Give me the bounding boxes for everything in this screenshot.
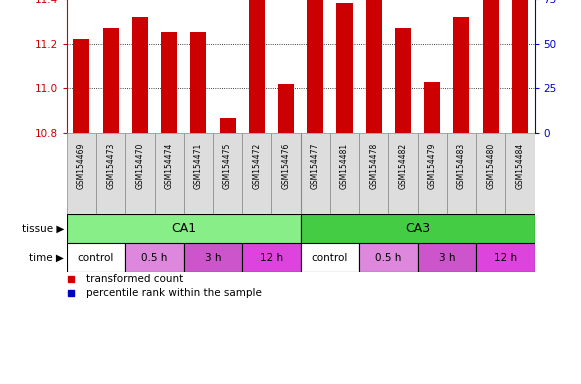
Bar — [301, 133, 330, 214]
Bar — [191, 32, 206, 133]
Bar — [359, 133, 388, 214]
Bar — [125, 133, 155, 214]
Bar — [505, 133, 535, 214]
Bar — [453, 17, 469, 133]
Text: GSM154478: GSM154478 — [370, 143, 378, 189]
Bar — [418, 243, 476, 272]
Bar — [73, 39, 89, 133]
Bar — [242, 243, 301, 272]
Text: 12 h: 12 h — [260, 253, 283, 263]
Text: 3 h: 3 h — [439, 253, 455, 263]
Text: GSM154474: GSM154474 — [164, 143, 174, 189]
Text: control: control — [78, 253, 114, 263]
Bar — [418, 133, 447, 214]
Text: transformed count: transformed count — [85, 274, 183, 284]
Text: GSM154479: GSM154479 — [428, 143, 437, 189]
Text: control: control — [312, 253, 348, 263]
Bar — [242, 133, 271, 214]
Text: GSM154482: GSM154482 — [399, 143, 407, 189]
Text: CA3: CA3 — [405, 222, 430, 235]
Text: GSM154477: GSM154477 — [311, 143, 320, 189]
Bar — [483, 0, 498, 133]
Bar — [307, 0, 323, 133]
Text: GSM154470: GSM154470 — [135, 143, 145, 189]
Text: 12 h: 12 h — [494, 253, 517, 263]
Text: GSM154469: GSM154469 — [77, 143, 86, 189]
Text: GSM154481: GSM154481 — [340, 143, 349, 189]
Bar — [96, 133, 125, 214]
Bar — [213, 133, 242, 214]
Text: GSM154480: GSM154480 — [486, 143, 495, 189]
Bar — [512, 0, 528, 133]
Bar — [161, 32, 177, 133]
Bar — [249, 0, 265, 133]
Bar — [155, 133, 184, 214]
Bar — [67, 133, 96, 214]
Bar — [476, 133, 505, 214]
Bar — [125, 243, 184, 272]
Text: percentile rank within the sample: percentile rank within the sample — [85, 288, 261, 298]
Text: tissue ▶: tissue ▶ — [21, 223, 64, 234]
Bar — [330, 133, 359, 214]
Bar — [301, 243, 359, 272]
Text: GSM154472: GSM154472 — [252, 143, 261, 189]
Text: 0.5 h: 0.5 h — [141, 253, 168, 263]
Bar — [67, 214, 301, 243]
Bar — [365, 0, 382, 133]
Bar — [336, 3, 353, 133]
Bar — [359, 243, 418, 272]
Text: GSM154475: GSM154475 — [223, 143, 232, 189]
Bar — [278, 84, 294, 133]
Bar — [388, 133, 418, 214]
Bar — [132, 17, 148, 133]
Text: CA1: CA1 — [171, 222, 196, 235]
Text: GSM154476: GSM154476 — [282, 143, 290, 189]
Bar — [103, 28, 119, 133]
Text: GSM154473: GSM154473 — [106, 143, 115, 189]
Bar — [476, 243, 535, 272]
Bar — [67, 243, 125, 272]
Text: 0.5 h: 0.5 h — [375, 253, 401, 263]
Text: GSM154471: GSM154471 — [194, 143, 203, 189]
Bar — [301, 214, 535, 243]
Text: time ▶: time ▶ — [29, 253, 64, 263]
Text: GSM154484: GSM154484 — [515, 143, 525, 189]
Bar — [184, 243, 242, 272]
Bar — [395, 28, 411, 133]
Bar — [271, 133, 301, 214]
Text: 3 h: 3 h — [205, 253, 221, 263]
Bar — [447, 133, 476, 214]
Text: GSM154483: GSM154483 — [457, 143, 466, 189]
Bar — [184, 133, 213, 214]
Bar — [220, 118, 236, 133]
Bar — [424, 82, 440, 133]
